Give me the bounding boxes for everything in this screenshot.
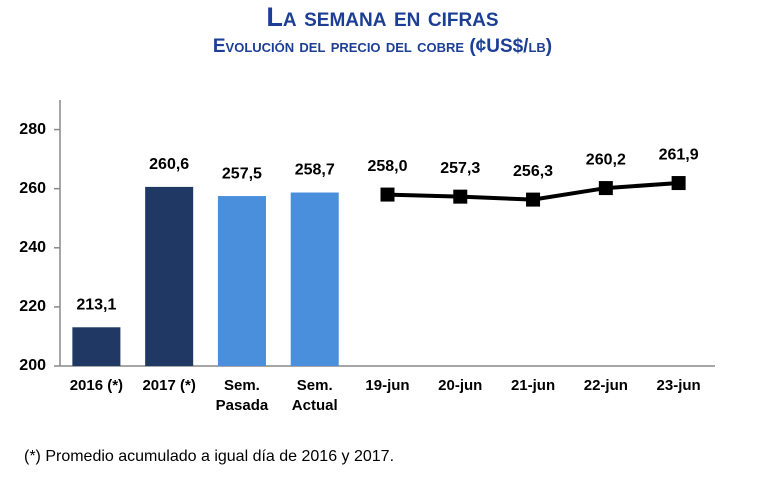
- chart-subtitle: Evolución del precio del cobre (¢US$/lb): [212, 36, 553, 57]
- data-label: 257,3: [440, 160, 480, 177]
- line-marker: [526, 192, 541, 207]
- y-tick-label: 220: [19, 298, 46, 315]
- data-label: 257,5: [222, 165, 262, 182]
- x-tick-label: Sem. Actual: [291, 377, 338, 414]
- x-tick-label: 21-jun: [510, 377, 556, 394]
- bar: [290, 192, 339, 366]
- chart-title: La semana en cifras: [266, 2, 499, 32]
- data-label: 258,0: [367, 158, 407, 175]
- footnote: (*) Promedio acumulado a igual día de 20…: [24, 448, 395, 465]
- data-label: 258,7: [295, 162, 335, 179]
- data-label: 260,6: [149, 156, 189, 173]
- bar: [217, 196, 266, 366]
- data-label: 261,9: [659, 146, 699, 163]
- x-tick-label: 22-jun: [583, 377, 628, 394]
- bar: [72, 327, 121, 366]
- y-tick-label: 200: [19, 357, 46, 374]
- x-tick-label: Sem. Pasada: [215, 377, 269, 414]
- line-marker: [453, 189, 468, 204]
- bar: [145, 186, 194, 366]
- data-label: 213,1: [76, 297, 116, 314]
- x-tick-label: 20-jun: [438, 377, 483, 394]
- y-tick-label: 240: [19, 239, 46, 256]
- line-marker: [671, 176, 686, 191]
- y-tick-label: 280: [19, 121, 46, 138]
- y-tick-label: 260: [19, 180, 46, 197]
- x-tick-label: 19-jun: [365, 377, 410, 394]
- line-marker: [598, 181, 613, 196]
- data-label: 260,2: [586, 151, 626, 168]
- x-tick-label: 2016 (*): [69, 377, 124, 394]
- line-marker: [380, 187, 395, 202]
- x-tick-label: 2017 (*): [142, 377, 196, 394]
- x-tick-label: 23-jun: [656, 377, 701, 394]
- data-label: 256,3: [513, 163, 553, 180]
